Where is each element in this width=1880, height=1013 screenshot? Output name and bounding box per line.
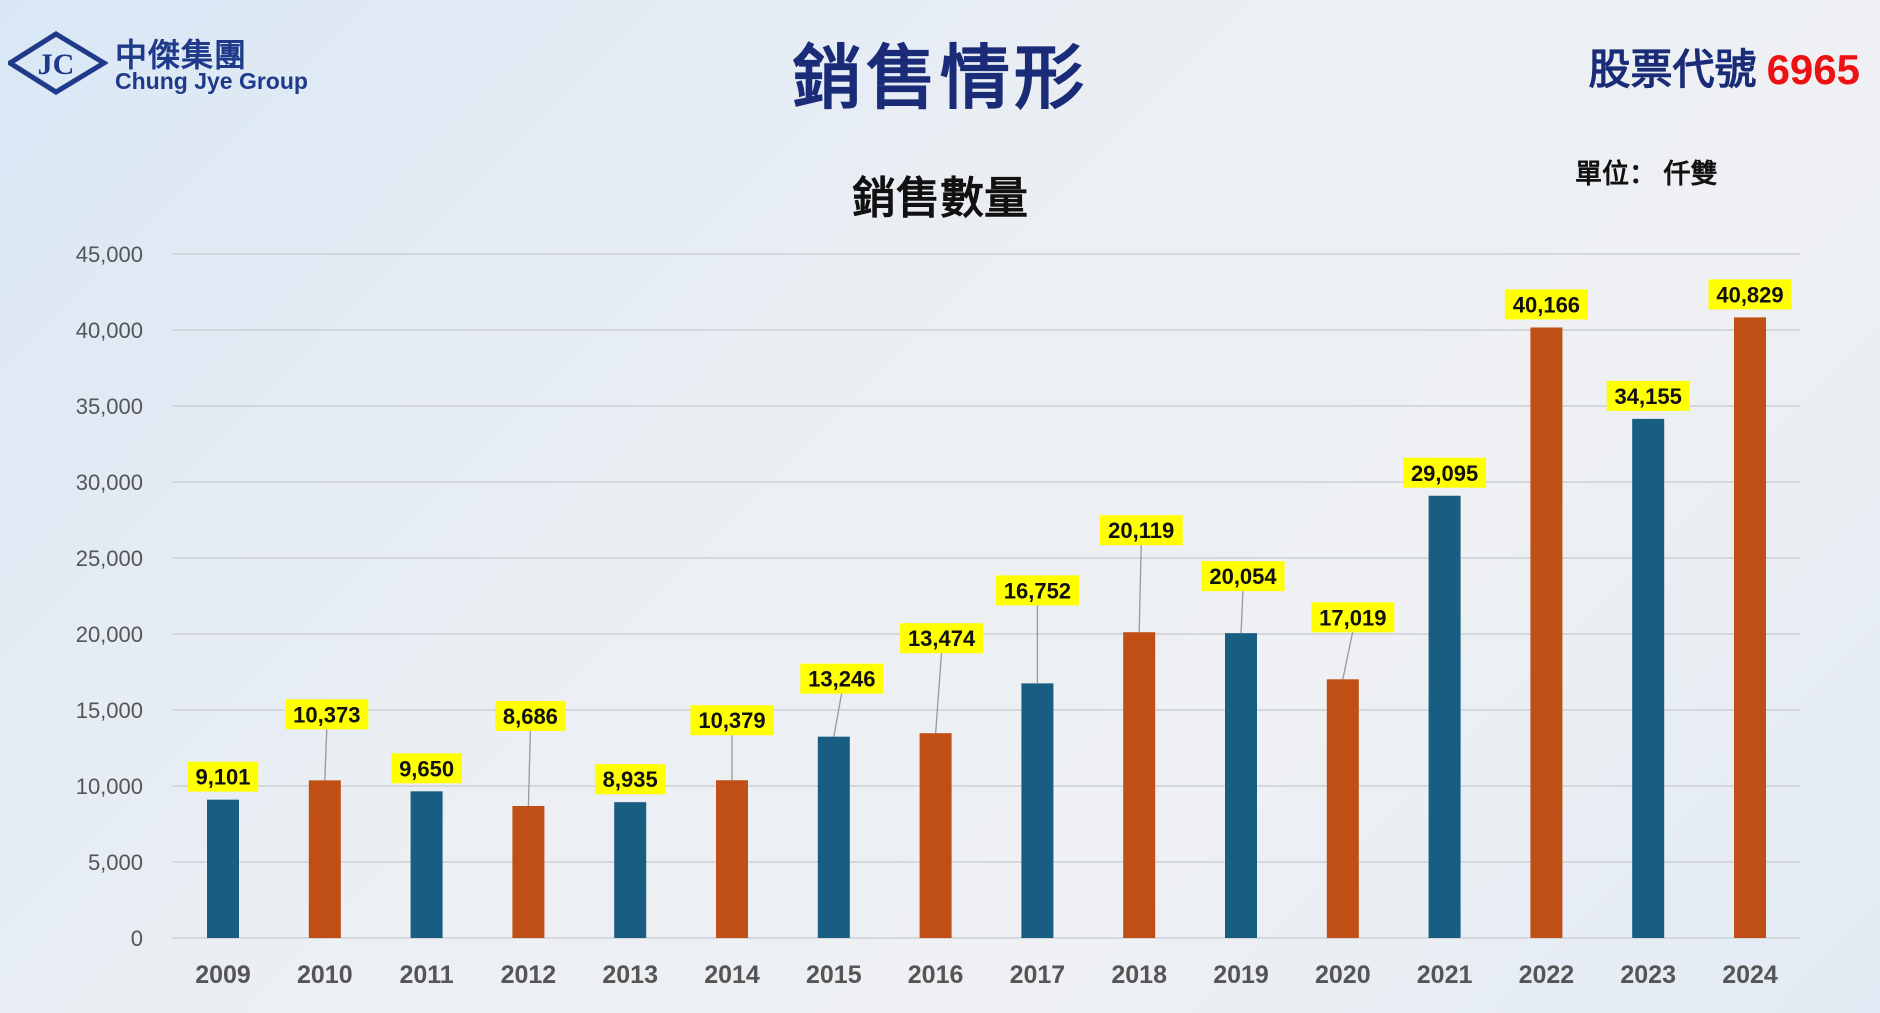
leader-line — [324, 728, 328, 781]
x-tick-label: 2013 — [602, 961, 658, 989]
data-label: 40,166 — [1513, 292, 1580, 317]
x-tick-label: 2023 — [1620, 961, 1676, 989]
x-tick-label: 2012 — [501, 961, 557, 989]
data-label: 8,686 — [503, 704, 558, 729]
logo-chinese-name: 中傑集團 — [115, 37, 248, 73]
bar-2012 — [512, 805, 545, 938]
data-label-bg — [1099, 515, 1183, 546]
data-label-bg — [1606, 380, 1690, 411]
svg-text:JC: JC — [38, 48, 75, 81]
x-tick-label: 2009 — [195, 961, 251, 989]
stock-label: 股票代號 — [1588, 46, 1757, 93]
data-label: 17,019 — [1319, 605, 1386, 630]
page-title: 銷售情形 — [792, 39, 1088, 117]
data-label-bg — [285, 699, 369, 730]
x-tick-label: 2017 — [1010, 961, 1066, 989]
data-label: 20,119 — [1108, 518, 1174, 543]
bar-2022 — [1530, 327, 1563, 938]
company-logo: JC — [5, 30, 328, 102]
data-label-bg — [900, 623, 984, 654]
bar-2020 — [1326, 679, 1359, 938]
data-label: 13,246 — [808, 667, 875, 692]
bar-2013 — [614, 802, 647, 938]
bar-2019 — [1225, 633, 1257, 938]
stock-code: 6965 — [1766, 46, 1860, 93]
y-tick-label: 10,000 — [76, 774, 143, 799]
data-label-bg — [690, 705, 774, 736]
bar-2014 — [716, 780, 748, 938]
leader-line — [1342, 631, 1354, 680]
bar-2021 — [1428, 495, 1461, 938]
bar-2015 — [817, 736, 850, 938]
chart-title: 銷售數量 — [852, 174, 1028, 223]
data-label: 16,752 — [1004, 578, 1071, 603]
bar-2010 — [308, 780, 341, 938]
bar-2018 — [1123, 632, 1156, 938]
x-tick-label: 2020 — [1315, 961, 1371, 989]
bar-2009 — [207, 799, 239, 938]
bar-2011 — [410, 791, 443, 938]
y-tick-label: 0 — [131, 926, 143, 951]
data-label: 20,054 — [1209, 564, 1277, 589]
stock-code-block: 股票代號 6965 — [1589, 36, 1860, 97]
data-label-bg — [495, 700, 566, 731]
data-label-bg — [1201, 561, 1285, 592]
data-label-bg — [187, 761, 259, 792]
data-label: 9,101 — [195, 765, 250, 790]
y-tick-label: 20,000 — [76, 622, 143, 647]
leader-line — [1240, 590, 1244, 634]
leader-line — [934, 652, 943, 734]
y-tick-label: 30,000 — [76, 470, 143, 495]
data-label-bg — [995, 575, 1079, 606]
data-label: 34,155 — [1615, 384, 1682, 409]
data-label-bg — [1403, 457, 1487, 488]
bar-2017 — [1021, 683, 1054, 938]
data-label: 10,373 — [293, 702, 360, 727]
data-label-bg — [1311, 602, 1395, 633]
y-tick-label: 15,000 — [76, 698, 143, 723]
x-tick-label: 2019 — [1213, 961, 1269, 989]
y-tick-label: 40,000 — [76, 318, 143, 343]
leader-line — [833, 692, 843, 737]
data-label-bg — [391, 753, 462, 784]
data-label: 13,474 — [908, 626, 976, 651]
y-tick-label: 25,000 — [76, 546, 143, 571]
bar-2024 — [1734, 317, 1766, 939]
data-label: 9,650 — [399, 756, 454, 781]
y-tick-label: 45,000 — [76, 242, 143, 267]
data-label: 8,935 — [603, 767, 658, 792]
x-tick-label: 2016 — [908, 961, 964, 989]
y-tick-label: 5,000 — [88, 850, 143, 875]
bar-2016 — [919, 733, 952, 938]
x-tick-label: 2018 — [1111, 961, 1167, 989]
unit-label: 單位： 仟雙 — [1575, 159, 1718, 189]
y-tick-label: 35,000 — [76, 394, 143, 419]
x-tick-label: 2022 — [1519, 961, 1575, 989]
data-label: 10,379 — [698, 708, 765, 733]
bar-2023 — [1632, 418, 1665, 938]
data-label-bg — [1708, 279, 1792, 310]
x-tick-label: 2014 — [704, 961, 760, 989]
data-label: 40,829 — [1716, 282, 1783, 307]
logo-english-name: Chung Jye Group — [115, 68, 308, 94]
x-tick-label: 2011 — [399, 961, 453, 989]
x-tick-label: 2024 — [1722, 961, 1778, 989]
data-label-bg — [800, 663, 884, 694]
x-tick-label: 2021 — [1417, 961, 1473, 989]
x-tick-label: 2010 — [297, 961, 353, 989]
x-tick-label: 2015 — [806, 961, 862, 989]
leader-line — [527, 729, 532, 806]
data-label: 29,095 — [1411, 461, 1478, 486]
leader-line — [1138, 544, 1142, 633]
logo-diamond-icon: JC — [5, 31, 109, 95]
data-label-bg — [1504, 289, 1588, 320]
data-label-bg — [594, 764, 666, 795]
